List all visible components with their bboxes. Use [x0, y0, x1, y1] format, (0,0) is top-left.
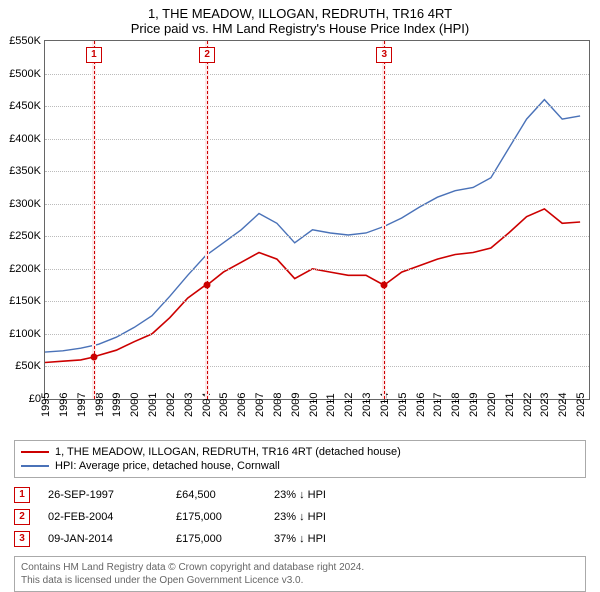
x-tick-label: 2010 — [308, 393, 320, 417]
line-layer — [45, 41, 589, 399]
x-tick-label: 2017 — [432, 393, 444, 417]
legend-swatch — [21, 451, 49, 453]
x-tick-label: 2000 — [129, 393, 141, 417]
sale-marker-number: 1 — [86, 47, 102, 63]
y-tick-label: £250K — [9, 230, 41, 242]
x-tick-label: 2020 — [486, 393, 498, 417]
sale-marker-line — [207, 41, 208, 399]
x-tick-label: 2008 — [272, 393, 284, 417]
sale-price: £64,500 — [176, 489, 256, 501]
sale-date: 09-JAN-2014 — [48, 533, 158, 545]
x-tick-label: 2005 — [218, 393, 230, 417]
gridline — [45, 74, 589, 75]
gridline — [45, 106, 589, 107]
sale-number-box: 1 — [14, 487, 30, 503]
sale-marker-number: 2 — [199, 47, 215, 63]
gridline — [45, 204, 589, 205]
x-tick-label: 2019 — [468, 393, 480, 417]
sale-marker-line — [94, 41, 95, 399]
gridline — [45, 269, 589, 270]
sale-number-box: 2 — [14, 509, 30, 525]
sale-number-box: 3 — [14, 531, 30, 547]
chart-title: 1, THE MEADOW, ILLOGAN, REDRUTH, TR16 4R… — [0, 0, 600, 21]
gridline — [45, 236, 589, 237]
gridline — [45, 171, 589, 172]
y-tick-label: £500K — [9, 68, 41, 80]
x-tick-label: 2018 — [450, 393, 462, 417]
legend-label: HPI: Average price, detached house, Corn… — [55, 460, 280, 472]
legend-label: 1, THE MEADOW, ILLOGAN, REDRUTH, TR16 4R… — [55, 446, 401, 458]
sale-diff: 37% ↓ HPI — [274, 533, 364, 545]
sales-table: 1 26-SEP-1997 £64,500 23% ↓ HPI 2 02-FEB-2004… — [14, 484, 586, 550]
x-tick-label: 2013 — [361, 393, 373, 417]
x-tick-label: 1996 — [58, 393, 70, 417]
y-tick-label: £100K — [9, 328, 41, 340]
x-tick-label: 2021 — [504, 393, 516, 417]
x-tick-label: 2006 — [236, 393, 248, 417]
sale-row: 3 09-JAN-2014 £175,000 37% ↓ HPI — [14, 528, 586, 550]
y-tick-label: £300K — [9, 198, 41, 210]
sale-price: £175,000 — [176, 511, 256, 523]
x-tick-label: 2012 — [343, 393, 355, 417]
gridline — [45, 139, 589, 140]
y-tick-label: £200K — [9, 263, 41, 275]
sale-marker-number: 3 — [376, 47, 392, 63]
y-tick-label: £550K — [9, 35, 41, 47]
x-tick-label: 2025 — [575, 393, 587, 417]
legend-item: HPI: Average price, detached house, Corn… — [21, 459, 579, 473]
footer-attribution: Contains HM Land Registry data © Crown c… — [14, 556, 586, 592]
x-tick-label: 2011 — [325, 393, 337, 417]
sale-date: 26-SEP-1997 — [48, 489, 158, 501]
sale-row: 1 26-SEP-1997 £64,500 23% ↓ HPI — [14, 484, 586, 506]
x-tick-label: 2003 — [183, 393, 195, 417]
footer-line1: Contains HM Land Registry data © Crown c… — [21, 561, 579, 574]
legend-swatch — [21, 465, 49, 467]
chart-subtitle: Price paid vs. HM Land Registry's House … — [0, 21, 600, 40]
x-tick-label: 1999 — [111, 393, 123, 417]
x-tick-label: 2023 — [539, 393, 551, 417]
sale-dot — [90, 354, 97, 361]
sale-marker-line — [384, 41, 385, 399]
gridline — [45, 301, 589, 302]
sale-dot — [381, 282, 388, 289]
plot-area: £0£50K£100K£150K£200K£250K£300K£350K£400… — [44, 40, 590, 400]
sale-row: 2 02-FEB-2004 £175,000 23% ↓ HPI — [14, 506, 586, 528]
x-tick-label: 2024 — [557, 393, 569, 417]
legend: 1, THE MEADOW, ILLOGAN, REDRUTH, TR16 4R… — [14, 440, 586, 478]
sale-diff: 23% ↓ HPI — [274, 489, 364, 501]
x-tick-label: 2009 — [290, 393, 302, 417]
footer-line2: This data is licensed under the Open Gov… — [21, 574, 579, 587]
sale-diff: 23% ↓ HPI — [274, 511, 364, 523]
series-hpi — [45, 100, 580, 353]
sale-dot — [204, 282, 211, 289]
x-tick-label: 1995 — [40, 393, 52, 417]
y-tick-label: £50K — [15, 360, 41, 372]
x-tick-label: 2002 — [165, 393, 177, 417]
y-tick-label: £150K — [9, 295, 41, 307]
x-tick-label: 1997 — [76, 393, 88, 417]
x-tick-label: 2007 — [254, 393, 266, 417]
chart-container: 1, THE MEADOW, ILLOGAN, REDRUTH, TR16 4R… — [0, 0, 600, 590]
legend-item: 1, THE MEADOW, ILLOGAN, REDRUTH, TR16 4R… — [21, 445, 579, 459]
x-tick-label: 2016 — [415, 393, 427, 417]
x-tick-label: 2015 — [397, 393, 409, 417]
gridline — [45, 334, 589, 335]
x-tick-label: 2001 — [147, 393, 159, 417]
y-tick-label: £450K — [9, 100, 41, 112]
x-tick-label: 2022 — [522, 393, 534, 417]
sale-date: 02-FEB-2004 — [48, 511, 158, 523]
gridline — [45, 366, 589, 367]
y-tick-label: £350K — [9, 165, 41, 177]
sale-price: £175,000 — [176, 533, 256, 545]
series-property — [45, 209, 580, 363]
y-tick-label: £400K — [9, 133, 41, 145]
